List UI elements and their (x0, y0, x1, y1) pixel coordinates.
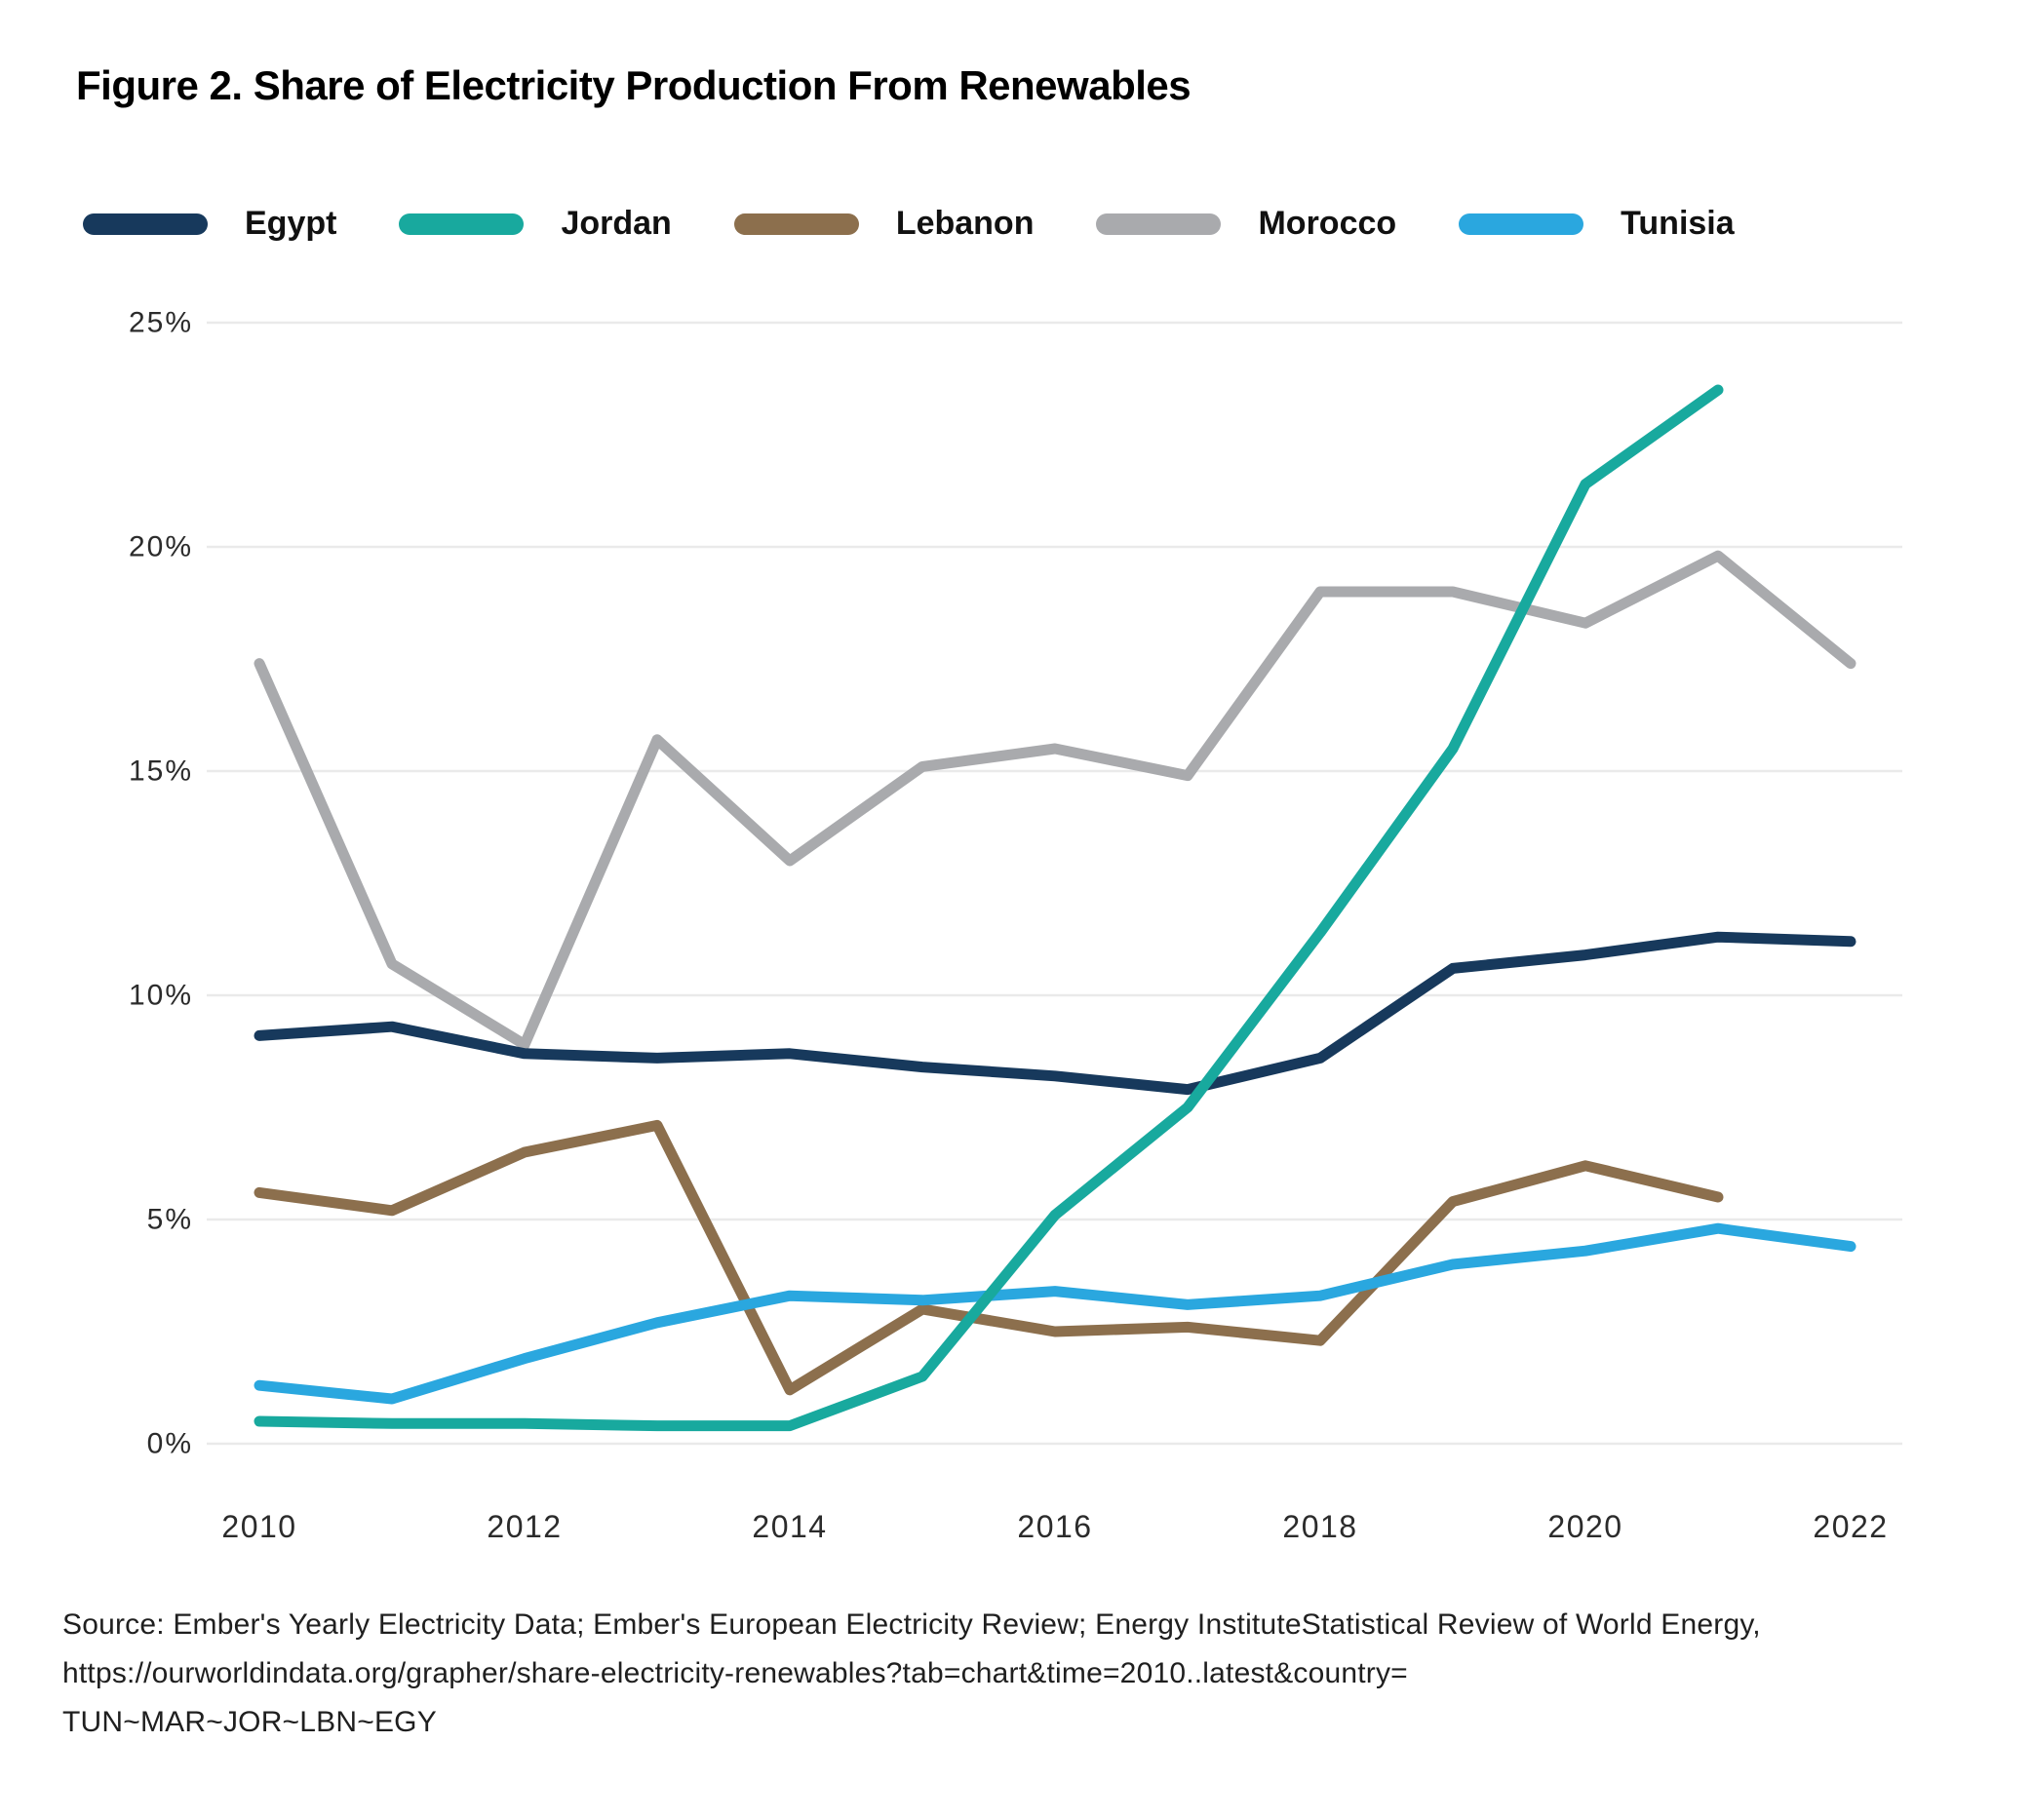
svg-text:10%: 10% (129, 980, 193, 1012)
source-line-3: TUN~MAR~JOR~LBN~EGY (62, 1706, 437, 1738)
legend-swatch-morocco (1096, 213, 1222, 235)
legend-item-tunisia: Tunisia (1459, 205, 1735, 243)
legend: Egypt Jordan Lebanon Morocco Tunisia (83, 205, 1735, 243)
svg-text:2018: 2018 (1282, 1509, 1357, 1544)
legend-swatch-egypt (83, 213, 208, 235)
legend-swatch-lebanon (733, 213, 859, 235)
chart-title: Figure 2. Share of Electricity Productio… (76, 62, 1192, 108)
legend-item-jordan: Jordan (399, 205, 672, 243)
legend-label-egypt: Egypt (245, 205, 337, 242)
svg-text:2020: 2020 (1547, 1509, 1622, 1544)
svg-text:2012: 2012 (487, 1509, 562, 1544)
legend-label-lebanon: Lebanon (895, 205, 1035, 242)
source-note: Source: Ember's Yearly Electricity Data;… (62, 1601, 1761, 1747)
svg-text:5%: 5% (147, 1204, 193, 1236)
legend-label-jordan: Jordan (561, 205, 672, 242)
legend-item-egypt: Egypt (83, 205, 336, 243)
svg-text:2022: 2022 (1813, 1509, 1888, 1544)
legend-label-tunisia: Tunisia (1621, 205, 1735, 242)
svg-text:15%: 15% (129, 755, 193, 788)
svg-text:25%: 25% (129, 307, 193, 339)
svg-text:20%: 20% (129, 531, 193, 563)
svg-text:2014: 2014 (752, 1509, 827, 1544)
legend-swatch-tunisia (1459, 213, 1584, 235)
legend-item-lebanon: Lebanon (733, 205, 1035, 243)
source-line-2: https://ourworldindata.org/grapher/share… (62, 1657, 1408, 1689)
legend-swatch-jordan (399, 213, 525, 235)
svg-text:2010: 2010 (221, 1509, 296, 1544)
source-line-1: Source: Ember's Yearly Electricity Data;… (62, 1608, 1761, 1641)
legend-label-morocco: Morocco (1258, 205, 1397, 242)
svg-text:2016: 2016 (1017, 1509, 1092, 1544)
legend-item-morocco: Morocco (1096, 205, 1396, 243)
svg-text:0%: 0% (147, 1428, 193, 1460)
